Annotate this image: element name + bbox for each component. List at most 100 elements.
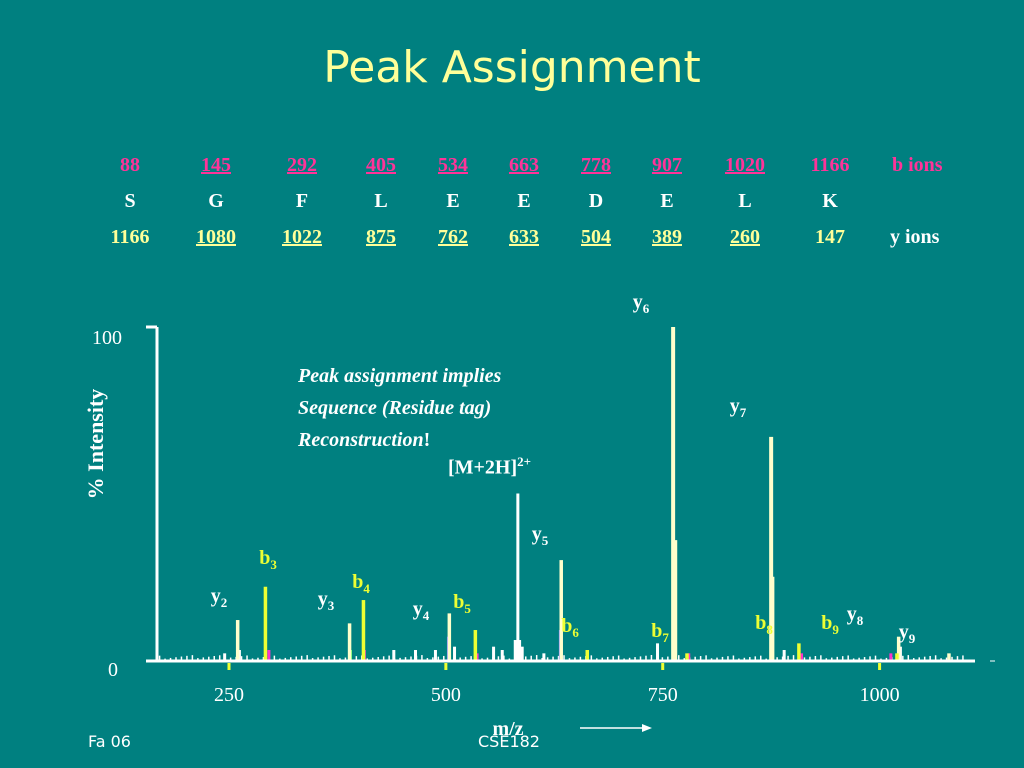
y2-peak bbox=[235, 620, 240, 660]
spectrum-peak bbox=[800, 653, 804, 660]
x-tick-label: 750 bbox=[648, 684, 678, 706]
residue-cell: S bbox=[124, 190, 136, 212]
x-axis-arrow-head bbox=[642, 724, 652, 732]
annotation-line-3: Reconstruction! bbox=[298, 424, 501, 456]
page-title: Peak Assignment bbox=[323, 42, 701, 93]
y4-label: y4 bbox=[413, 598, 430, 623]
spectrum-peak bbox=[889, 653, 893, 660]
annotation-line-3-text: Reconstruction bbox=[298, 429, 424, 451]
y-ion-cell: 875 bbox=[366, 226, 396, 248]
precursor-text: [M+2H] bbox=[448, 456, 518, 479]
spectrum-peak bbox=[413, 650, 417, 660]
annotation-line-3-suffix: ! bbox=[423, 429, 431, 451]
x-tick-label: 500 bbox=[431, 684, 461, 706]
y-ion-cell: 1080 bbox=[196, 226, 236, 248]
b6-label: b6 bbox=[561, 615, 579, 640]
ion-table: 88 145 292 405 534 663 778 907 1020 1166 b ions S G… bbox=[0, 150, 1024, 250]
spectrum-peak bbox=[542, 653, 546, 660]
y9-peak bbox=[947, 653, 951, 660]
y-ion-cell: 260 bbox=[730, 226, 760, 248]
footer-left: Fa 06 bbox=[88, 732, 131, 751]
y3-label: y3 bbox=[318, 588, 335, 613]
b9-label: b9 bbox=[821, 612, 839, 637]
spectrum-peak bbox=[656, 643, 660, 660]
spectrum-peak bbox=[782, 650, 786, 660]
b6-peak bbox=[585, 650, 590, 660]
spectrum-peak bbox=[453, 646, 457, 660]
y5-label: y5 bbox=[532, 523, 549, 548]
spectrum-peak bbox=[392, 650, 396, 660]
annotation-line-2: Sequence (Residue tag) bbox=[298, 397, 492, 419]
y8-peak bbox=[896, 636, 901, 660]
b-ions-label: b ions bbox=[892, 154, 943, 176]
b-ion-cell: 1020 bbox=[725, 154, 765, 176]
residue-cell: G bbox=[208, 190, 224, 212]
b-ion-cell: 145 bbox=[201, 154, 231, 176]
y-ion-cell: 633 bbox=[509, 226, 539, 248]
y2-label: y2 bbox=[211, 585, 228, 610]
y-ion-cell: 389 bbox=[652, 226, 682, 248]
spectrum-peak bbox=[492, 646, 496, 660]
spectrum-peak bbox=[223, 653, 227, 660]
spectrum-peak bbox=[267, 650, 271, 660]
spectrum-peak bbox=[516, 493, 520, 660]
b-ion-cell: 778 bbox=[581, 154, 611, 176]
b-ion-cell: 88 bbox=[120, 154, 140, 176]
residue-cell: K bbox=[822, 190, 838, 212]
residue-cell: E bbox=[446, 190, 460, 212]
annotation-line-1: Peak assignment implies bbox=[298, 365, 502, 387]
spectrum-peak bbox=[520, 646, 524, 660]
b7-peak bbox=[685, 653, 689, 660]
b-ion-cell: 907 bbox=[652, 154, 682, 176]
y-tick-label: 0 bbox=[108, 659, 118, 681]
b8-label: b8 bbox=[755, 612, 773, 637]
spectrum-peak bbox=[674, 540, 678, 660]
spectrum-peak bbox=[500, 650, 504, 660]
x-tick-label: 1000 bbox=[860, 684, 900, 706]
b5-label: b5 bbox=[453, 591, 471, 616]
b5-peak bbox=[473, 630, 478, 660]
b4-label: b4 bbox=[352, 571, 370, 596]
y-ion-cell: 1022 bbox=[282, 226, 322, 248]
b7-label: b7 bbox=[651, 620, 669, 645]
y5-peak bbox=[559, 560, 563, 660]
residue-cell: D bbox=[588, 190, 604, 212]
y-axis-label: % Intensity bbox=[83, 389, 108, 500]
b3-peak bbox=[263, 586, 268, 660]
y4-peak bbox=[447, 613, 452, 660]
residue-cell: L bbox=[374, 190, 388, 212]
y7-label: y7 bbox=[730, 395, 747, 420]
b3-label: b3 bbox=[259, 547, 277, 572]
spectrum-peak bbox=[433, 650, 437, 660]
b8-peak bbox=[797, 643, 801, 660]
y-ion-cell: 504 bbox=[581, 226, 611, 248]
annotation-text: Peak assignment implies Sequence (Residu… bbox=[298, 360, 501, 456]
y3-peak bbox=[347, 623, 352, 660]
b9-peak bbox=[895, 653, 899, 660]
y-ion-cell: 762 bbox=[438, 226, 468, 248]
y7-peak bbox=[769, 436, 774, 660]
b4-peak bbox=[361, 600, 366, 660]
spectrum-peak bbox=[518, 640, 522, 660]
y-ion-cell: 147 bbox=[815, 226, 845, 248]
y-ion-cell: 1166 bbox=[110, 226, 150, 248]
x-axis-label: m/z bbox=[492, 718, 523, 740]
precursor-label: [M+2H]2+ bbox=[448, 454, 531, 480]
b-ion-cell: 405 bbox=[366, 154, 396, 176]
y-tick-label: 100 bbox=[92, 327, 122, 349]
b-ion-cell: 292 bbox=[287, 154, 317, 176]
x-tick-label: 250 bbox=[214, 684, 244, 706]
y-ions-label: y ions bbox=[890, 226, 940, 248]
b-ion-cell: 663 bbox=[509, 154, 539, 176]
footer-center: CSE182 bbox=[478, 732, 540, 751]
b-ion-cell: 534 bbox=[438, 154, 468, 176]
y9-label: y9 bbox=[899, 621, 916, 646]
y8-label: y8 bbox=[847, 603, 864, 628]
y6-label: y6 bbox=[633, 291, 650, 316]
residue-cell: F bbox=[295, 190, 309, 212]
spectrum-peak bbox=[513, 640, 517, 660]
residue-cell: L bbox=[738, 190, 752, 212]
y6-peak bbox=[671, 327, 676, 660]
b-ion-cell: 1166 bbox=[810, 154, 850, 176]
